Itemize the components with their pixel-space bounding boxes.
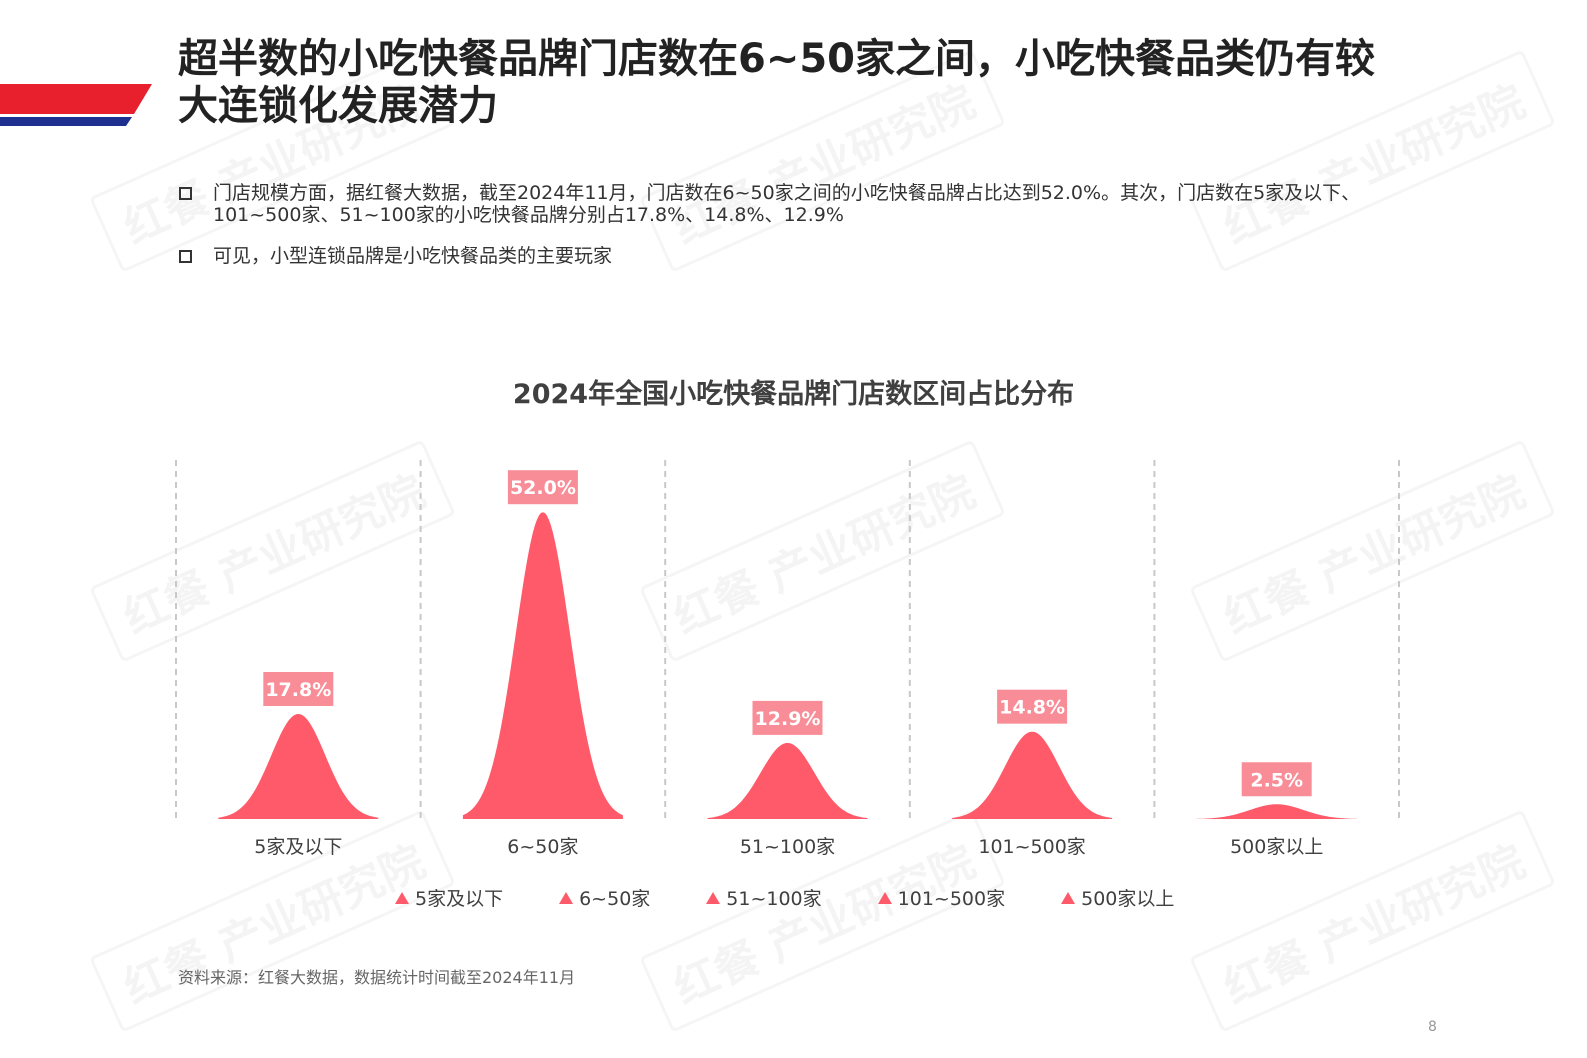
value-label-badge [1241,762,1312,797]
category-label: 500家以上 [1230,836,1323,858]
chart-legend: 5家及以下 6~50家 51~100家 101~500家 500家以上 [395,884,1174,911]
triangle-marker-icon [1061,891,1076,904]
category-label: 6~50家 [507,836,578,858]
value-label-badge [263,671,334,706]
bullet-text: 可见，小型连锁品牌是小吃快餐品类的主要玩家 [213,245,613,267]
legend-label: 101~500家 [897,888,1006,910]
page-title: 超半数的小吃快餐品牌门店数在6~50家之间，小吃快餐品类仍有较 大连锁化发展潜力 [178,36,1438,130]
category-label: 51~100家 [740,836,835,858]
value-label-badge [507,470,578,505]
banner-blue-stripe [0,117,132,126]
bell-curve-mark [1196,804,1357,819]
legend-item: 5家及以下 [395,884,503,911]
page-number: 8 [1428,1019,1437,1035]
bullet-item: 门店规模方面，据红餐大数据，截至2024年11月，门店数在6~50家之间的小吃快… [178,182,1418,226]
value-label: 14.8% [999,697,1065,719]
triangle-marker-icon [395,891,409,904]
bell-curve-mark [952,731,1113,819]
bell-curve-mark [218,714,379,819]
page-title-line1: 超半数的小吃快餐品牌门店数在6~50家之间，小吃快餐品类仍有较 [178,36,1376,82]
triangle-marker-icon [706,891,721,904]
legend-item: 51~100家 [706,884,822,911]
bell-curve-mark [707,742,868,819]
value-label: 12.9% [755,708,821,730]
page-title-line2: 大连锁化发展潜力 [178,83,498,129]
value-label-badge [752,700,823,735]
legend-label: 5家及以下 [415,888,504,910]
banner-red-stripe [0,84,152,114]
value-label: 2.5% [1250,769,1303,791]
triangle-marker-icon [877,891,892,904]
value-label: 17.8% [265,679,331,701]
legend-label: 51~100家 [726,888,822,910]
legend-item: 6~50家 [559,884,650,911]
data-source-note: 资料来源：红餐大数据，数据统计时间截至2024年11月 [178,968,576,987]
header-banner-stripe [0,84,152,126]
chart-title: 2024年全国小吃快餐品牌门店数区间占比分布 [512,379,1075,410]
legend-item: 101~500家 [877,884,1006,911]
bullet-text: 门店规模方面，据红餐大数据，截至2024年11月，门店数在6~50家之间的小吃快… [213,182,1361,226]
triangle-marker-icon [559,891,574,904]
value-label-badge [997,689,1068,724]
legend-item: 500家以上 [1061,884,1174,911]
bullet-item: 可见，小型连锁品牌是小吃快餐品类的主要玩家 [178,245,1418,267]
category-label: 101~500家 [978,836,1085,858]
bell-curve-mark [462,512,623,819]
legend-label: 6~50家 [579,888,651,910]
square-bullet-icon [179,187,192,200]
square-bullet-icon [179,250,192,263]
category-label: 5家及以下 [254,836,342,858]
legend-label: 500家以上 [1081,888,1175,910]
value-label: 52.0% [510,477,576,499]
bullet-list: 门店规模方面，据红餐大数据，截至2024年11月，门店数在6~50家之间的小吃快… [178,182,1418,286]
